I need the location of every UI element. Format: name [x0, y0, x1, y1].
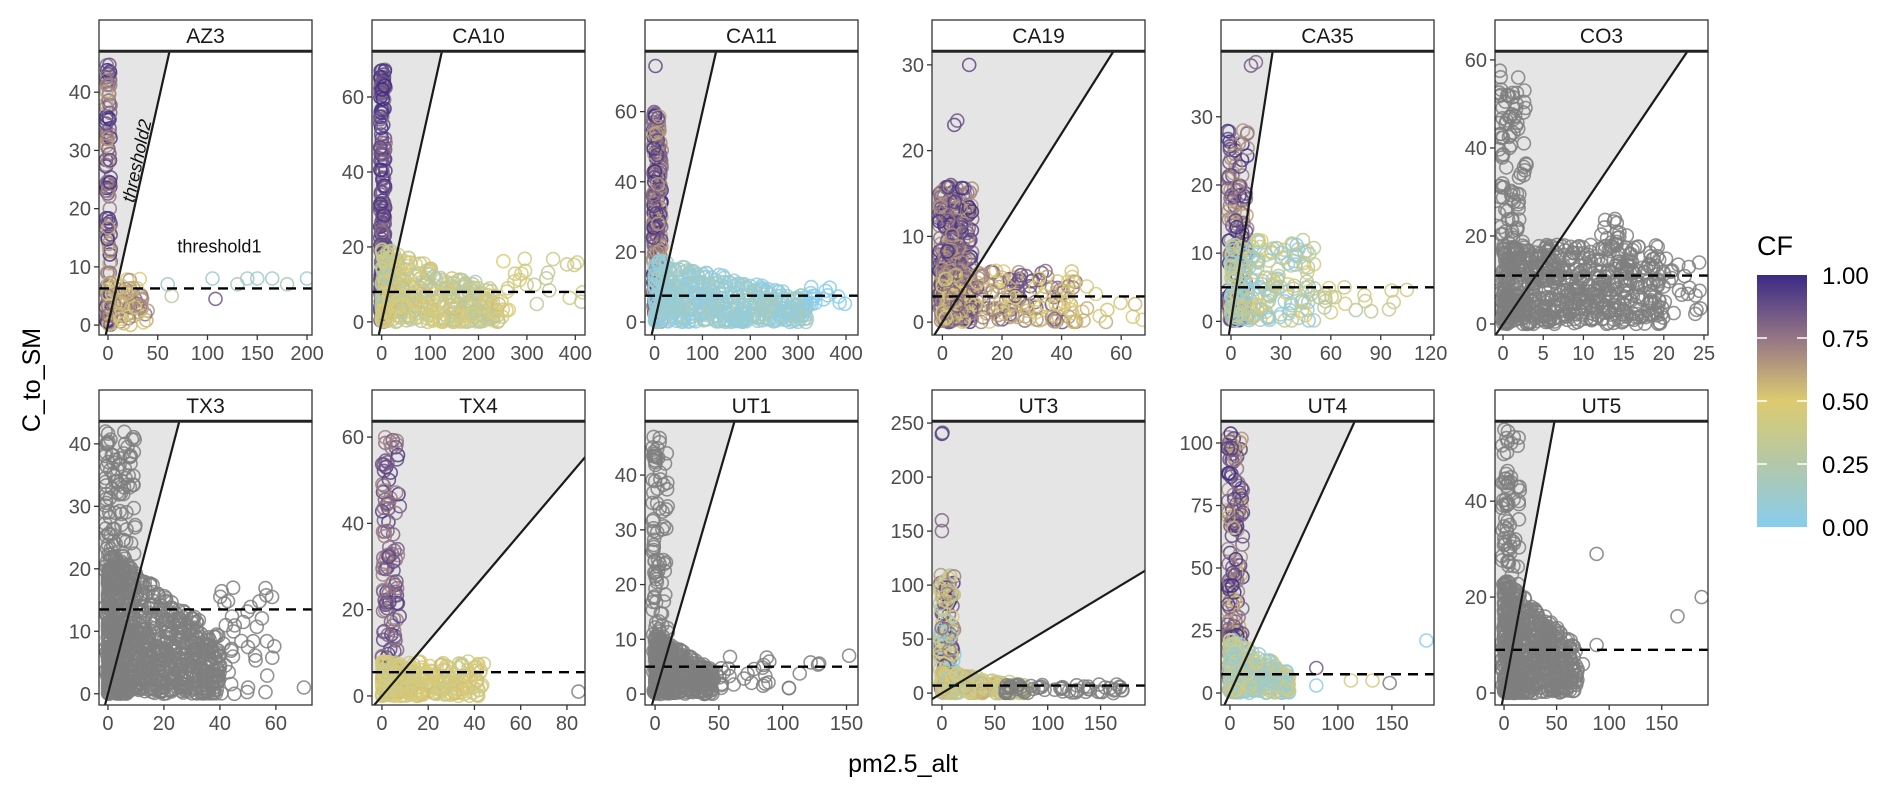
x-tick-label: 10	[1572, 343, 1594, 365]
y-tick-label: 0	[1476, 314, 1487, 336]
x-tick-label: 40	[209, 713, 231, 735]
y-tick-label: 20	[69, 199, 91, 221]
y-tick-label: 20	[1191, 175, 1213, 197]
x-tick-label: 100	[191, 343, 224, 365]
y-tick-label: 20	[1465, 226, 1487, 248]
x-tick-label: 0	[937, 343, 948, 365]
x-tick-label: 20	[1653, 343, 1675, 365]
x-tick-label: 20	[991, 343, 1013, 365]
x-tick-label: 60	[265, 713, 287, 735]
y-tick-label: 30	[69, 140, 91, 162]
y-tick-label: 20	[615, 242, 637, 264]
y-tick-label: 10	[902, 226, 924, 248]
facet-panel-tx3: TX3 0 20 40 60 0 10 20 30 40	[69, 390, 312, 735]
y-tick-label: 60	[1465, 50, 1487, 72]
x-tick-label: 400	[559, 343, 592, 365]
x-tick-label: 200	[290, 343, 323, 365]
x-tick-label: 100	[686, 343, 719, 365]
y-tick-label: 0	[1202, 311, 1213, 333]
x-tick-label: 30	[1270, 343, 1292, 365]
x-tick-label: 300	[510, 343, 543, 365]
y-tick-label: 40	[342, 162, 364, 184]
facet-panel-ca10: CA10 0 100 200 300 400 0 20 40 60	[342, 20, 592, 365]
y-tick-label: 60	[615, 102, 637, 124]
x-tick-label: 15	[1612, 343, 1634, 365]
x-tick-label: 60	[1110, 343, 1132, 365]
facet-panel-ca11: CA11 0 100 200 300 400 0 20 40 60	[615, 20, 863, 365]
facet-panel-ca35: CA35 0 30 60 90 120 0 10 20 30	[1191, 20, 1448, 365]
y-tick-label: 40	[1465, 138, 1487, 160]
y-tick-label: 40	[69, 434, 91, 456]
y-tick-label: 20	[69, 559, 91, 581]
y-tick-label: 30	[902, 55, 924, 77]
x-tick-label: 120	[1414, 343, 1447, 365]
facet-strip-label: CA19	[1012, 25, 1065, 48]
y-tick-label: 40	[615, 172, 637, 194]
y-tick-label: 0	[353, 312, 364, 334]
threshold1-annotation: threshold1	[177, 236, 261, 256]
x-tick-label: 20	[153, 713, 175, 735]
y-tick-label: 0	[626, 312, 637, 334]
x-tick-label: 0	[649, 343, 660, 365]
y-tick-label: 10	[69, 621, 91, 643]
y-tick-label: 10	[1191, 243, 1213, 265]
y-tick-label: 30	[1191, 107, 1213, 129]
facet-strip-label: CA35	[1301, 25, 1354, 48]
y-tick-label: 0	[913, 312, 924, 334]
y-tick-label: 40	[69, 82, 91, 104]
x-tick-label: 90	[1370, 343, 1392, 365]
x-tick-label: 25	[1693, 343, 1715, 365]
x-tick-label: 200	[734, 343, 767, 365]
x-tick-label: 5	[1538, 343, 1549, 365]
y-tick-label: 60	[342, 87, 364, 109]
x-tick-label: 0	[376, 343, 387, 365]
x-tick-label: 400	[829, 343, 862, 365]
x-tick-label: 0	[102, 343, 113, 365]
x-tick-label: 100	[413, 343, 446, 365]
facet-strip-label: CA10	[452, 25, 505, 48]
x-tick-label: 40	[1050, 343, 1072, 365]
x-tick-label: 300	[781, 343, 814, 365]
y-tick-label: 10	[69, 257, 91, 279]
y-tick-label: 20	[342, 237, 364, 259]
x-tick-label: 60	[1320, 343, 1342, 365]
y-tick-label: 30	[69, 496, 91, 518]
x-tick-label: 50	[147, 343, 169, 365]
x-tick-label: 0	[1225, 343, 1236, 365]
facet-strip-label: TX3	[186, 395, 225, 418]
facet-strip-label: CA11	[726, 25, 777, 48]
y-tick-label: 20	[902, 141, 924, 163]
x-tick-label: 200	[462, 343, 495, 365]
facet-strip-label: CO3	[1580, 25, 1623, 48]
facet-panel-co3: CO3 0 5 10 15 20 25 0 20 40 60	[1465, 20, 1715, 365]
y-tick-label: 0	[80, 684, 91, 706]
x-tick-label: 150	[241, 343, 274, 365]
y-tick-label: 0	[80, 315, 91, 337]
x-tick-label: 0	[102, 713, 113, 735]
x-tick-label: 0	[1497, 343, 1508, 365]
facet-strip-label: AZ3	[186, 25, 225, 48]
facet-panel-ca19: CA19 0 20 40 60 0 10 20 30	[902, 20, 1149, 365]
